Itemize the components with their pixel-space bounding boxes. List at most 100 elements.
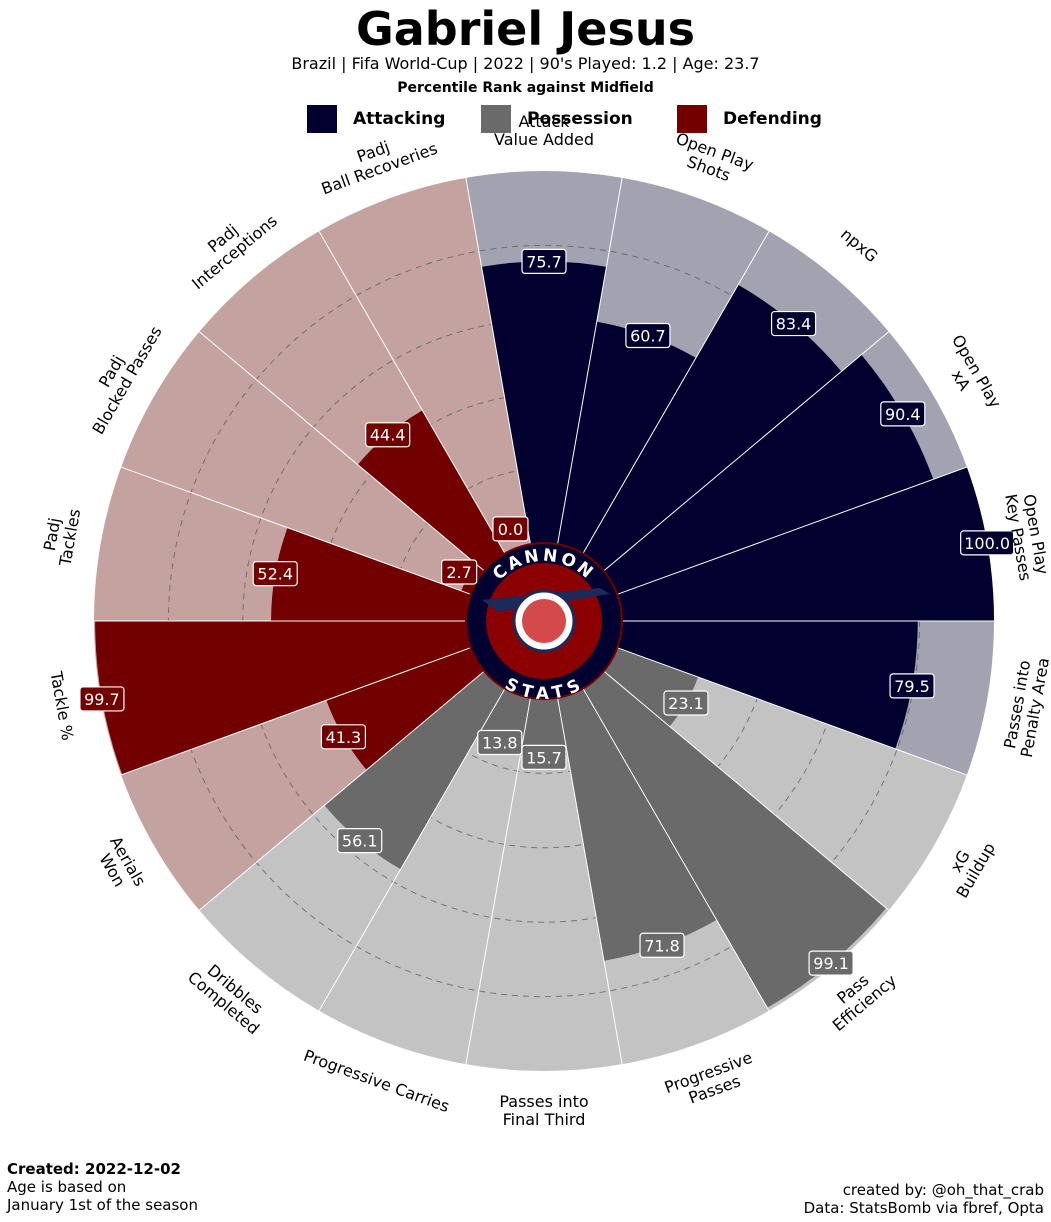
value-label-pass-efficiency: 99.1 [808,950,854,976]
value-label-padj-interceptions: 44.4 [365,422,411,448]
age-note-line1: Age is based on [7,1178,127,1196]
category-label-attack-value-added: Attack Value Added [494,112,594,149]
created-date: Created: 2022-12-02 [7,1160,181,1178]
value-label-tackle: 99.7 [79,686,125,712]
value-box-open-play-xa [880,401,926,427]
value-label-progressive-passes: 71.8 [639,932,685,958]
category-label-open-play-xa: Open PlayxA [932,331,1005,420]
value-text-dribbles-completed: 56.1 [342,832,378,851]
value-label-padj-tackles: 52.4 [252,561,298,587]
value-text-padj-blocked-passes: 2.7 [446,563,471,582]
category-line-padj-tackles-1: Tackles [55,507,84,568]
bar-npxg [583,284,842,571]
category-label-npxg: npxG [837,224,882,266]
credit: created by: @oh_that_crab [842,1181,1044,1199]
value-box-xg-buildup [663,690,709,716]
value-box-progressive-passes [639,932,685,958]
value-bars [95,261,994,1008]
value-labels: 100.0 90.4 83.4 60.7 75.7 0.0 44.4 2.7 52.4 99.7 4… [79,248,1015,976]
bg-wedge-padj-ball-recoveries [319,177,531,554]
legend-label-attacking: Attacking [353,109,446,129]
separator-13 [465,697,531,1065]
bar-passes-into-penalty-area [617,621,918,749]
rank-note: Percentile Rank against Midfield [397,80,654,96]
category-label-progressive-passes: ProgressivePasses [662,1048,761,1114]
legend-item-attacking: Attacking [307,104,445,134]
legend-label-defending: Defending [723,109,822,129]
value-label-attack-value-added: 75.7 [521,248,567,274]
value-box-passes-into-final-third [521,744,567,771]
value-box-dribbles-completed [337,828,383,854]
value-box-aerials-won [320,724,366,750]
separator-3 [582,231,770,554]
bg-wedge-passes-into-final-third [465,697,623,1071]
page-title: Gabriel Jesus [356,2,695,56]
bar-passes-into-final-third [520,697,568,758]
bar-dribbles-completed [324,671,505,870]
data-source: Data: StatsBomb via fbref, Opta [803,1199,1044,1217]
value-label-open-play-xa: 90.4 [880,401,926,427]
separator-4 [557,177,623,545]
value-text-attack-value-added: 75.7 [526,252,562,271]
bar-padj-interceptions [357,410,505,571]
wedge-separators [94,177,994,1065]
value-label-padj-blocked-passes: 2.7 [441,559,478,585]
value-text-open-play-xa: 90.4 [885,405,921,424]
value-text-progressive-carries: 13.8 [482,734,518,753]
value-label-xg-buildup: 23.1 [663,690,709,716]
player-subtitle: Brazil | Fifa World-Cup | 2022 | 90's Pl… [291,54,760,73]
category-label-aerials-won: AerialsWon [91,833,150,898]
separator-7 [198,331,485,572]
value-box-padj-tackles [252,561,298,587]
value-text-open-play-shots: 60.7 [630,327,666,346]
value-label-padj-ball-recoveries: 0.0 [492,516,529,542]
category-label-passes-into-final-third: Passes into Final Third [499,1092,588,1129]
separator-8 [120,466,471,595]
value-text-passes-into-final-third: 15.7 [526,748,562,767]
value-label-dribbles-completed: 56.1 [337,828,383,854]
separator-17 [617,647,968,776]
value-text-padj-ball-recoveries: 0.0 [498,520,523,539]
category-line-tackle-0: Tackle % [46,669,77,742]
category-line-npxg-0: npxG [837,224,882,266]
age-note-line2: January 1st of the season [7,1196,198,1214]
value-box-padj-interceptions [365,422,411,448]
value-text-padj-tackles: 52.4 [257,565,293,584]
value-text-padj-interceptions: 44.4 [370,426,406,445]
value-box-passes-into-penalty-area [889,673,935,699]
bar-open-play-xa [603,354,934,595]
category-line-passes-into-final-third-1: Final Third [503,1110,586,1129]
bg-wedge-padj-blocked-passes [121,331,485,595]
bar-pass-efficiency [583,671,887,1008]
value-text-passes-into-penalty-area: 79.5 [894,677,930,696]
category-line-progressive-carries-0: Progressive Carries [301,1046,452,1116]
category-label-passes-into-penalty-area: Passes intoPenalty Area [999,653,1051,759]
wheel-hub-icon [522,599,566,643]
legend-swatch-possession [481,105,511,133]
category-label-open-play-key-passes: Open PlayKey Passes [1001,489,1051,582]
legend-label-possession: Possession [527,109,633,129]
separator-14 [557,697,623,1065]
value-label-aerials-won: 41.3 [320,724,366,750]
separator-2 [603,331,890,572]
category-label-open-play-shots: Open PlayShots [667,129,756,192]
value-text-aerials-won: 41.3 [326,728,362,747]
legend-swatch-attacking [307,105,337,133]
value-label-open-play-shots: 60.7 [625,322,671,349]
legend-item-defending: Defending [677,104,822,134]
value-box-tackle [79,686,125,712]
value-box-pass-efficiency [808,950,854,976]
bar-open-play-shots [557,321,696,554]
value-box-npxg [770,310,817,337]
bar-padj-tackles [271,527,471,621]
separator-6 [318,231,506,554]
legend-item-possession: Possession [481,104,633,134]
category-label-xg-buildup: xGBuildup [937,830,999,901]
bg-wedge-progressive-carries [319,688,531,1065]
value-label-passes-into-penalty-area: 79.5 [889,673,935,699]
value-box-open-play-shots [625,322,671,349]
value-text-pass-efficiency: 99.1 [813,954,849,973]
separator-16 [603,670,890,911]
footer-left: Created: 2022-12-02 Age is based on Janu… [7,1160,198,1214]
